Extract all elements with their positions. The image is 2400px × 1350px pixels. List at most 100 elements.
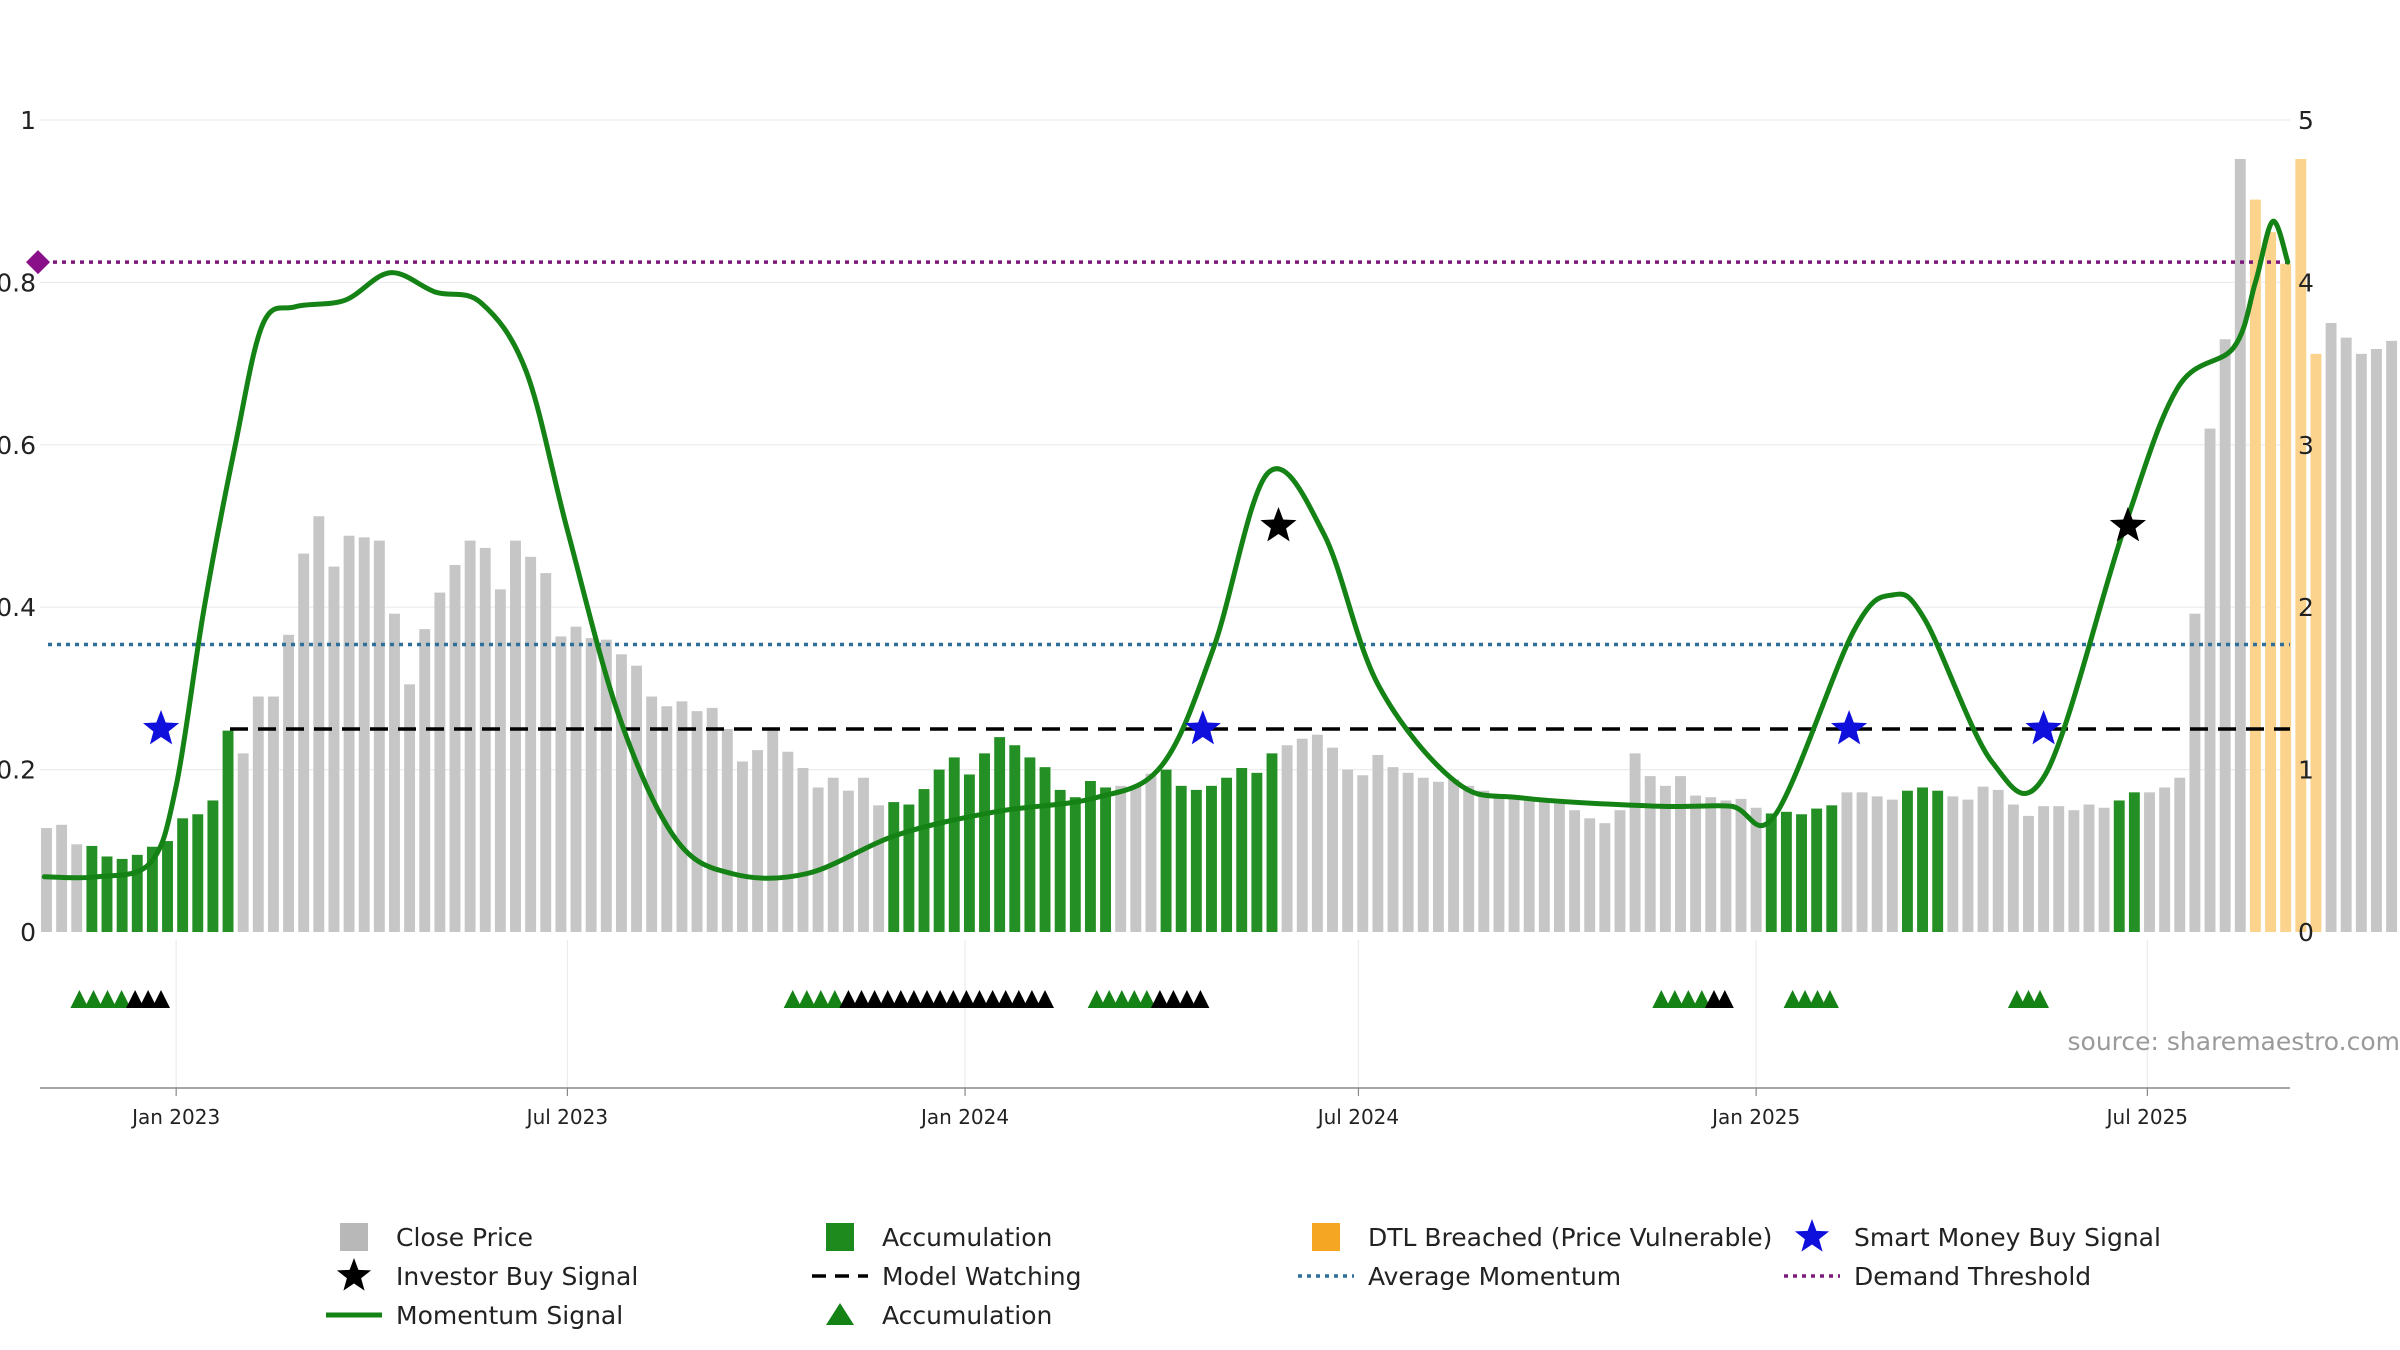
accumulation-marker: [1692, 990, 1711, 1008]
close-price-bar: [71, 844, 83, 932]
accumulation-bar: [1932, 790, 1944, 932]
accumulation-bar: [131, 854, 143, 932]
close-price-bar: [646, 696, 658, 932]
accumulation-marker: [70, 990, 89, 1008]
investor-buy-signal-star: [2109, 507, 2146, 542]
accumulation-bar: [1811, 808, 1823, 932]
close-price-bar: [2371, 348, 2382, 933]
legend-item: Momentum Signal: [326, 1301, 623, 1330]
legend-item: Close Price: [340, 1223, 533, 1252]
close-price-bar: [555, 636, 567, 932]
accumulation-bar: [963, 774, 975, 932]
accumulation-bar: [994, 737, 1006, 932]
x-tick-label: Jul 2024: [1316, 1105, 1399, 1129]
close-price-bar: [1947, 796, 1959, 932]
close-price-bar: [2098, 807, 2110, 932]
close-price-bar: [2023, 815, 2034, 932]
accumulation-bar: [1039, 767, 1051, 932]
accumulation-marker: [2007, 990, 2026, 1008]
close-price-bar: [525, 556, 537, 932]
close-price-bar: [267, 696, 279, 932]
close-price-bar: [1145, 773, 1157, 932]
smart-money-buy-signal-star: [1831, 710, 1868, 745]
legend-item: Accumulation: [826, 1301, 1052, 1330]
accumulation-bar: [1160, 769, 1172, 932]
accumulation-marker: [1100, 990, 1119, 1008]
y-left-tick-label: 0.2: [0, 756, 36, 785]
accumulation-marker-black: [944, 990, 963, 1008]
close-price-bar: [2204, 428, 2216, 932]
dtl-breached-bar: [2265, 232, 2276, 932]
price-bars: [41, 158, 2398, 933]
buy-signals: [143, 507, 2146, 745]
accumulation-bar: [918, 789, 930, 932]
accumulation-marker-black: [1715, 990, 1734, 1008]
momentum-signal-layer: [41, 218, 2291, 881]
close-price-bar: [1584, 818, 1596, 932]
close-price-bar: [1599, 823, 1611, 932]
accumulation-marker-black: [957, 990, 976, 1008]
close-price-bar: [1115, 785, 1127, 932]
close-price-bar: [1962, 799, 1974, 932]
close-price-bar: [2340, 337, 2352, 932]
accumulation-bar: [1765, 813, 1777, 932]
close-price-bar: [2386, 340, 2398, 932]
accumulation-marker: [783, 990, 802, 1008]
investor-buy-signal-star: [1260, 507, 1297, 542]
close-price-bar: [1705, 797, 1717, 932]
accumulation-marker: [825, 990, 844, 1008]
close-price-bar: [1432, 781, 1444, 932]
legend-label: DTL Breached (Price Vulnerable): [1368, 1223, 1772, 1252]
close-price-bar: [1690, 795, 1702, 932]
smart-money-buy-signal-star: [143, 710, 180, 745]
close-price-bar: [404, 684, 416, 932]
accumulation-bar: [116, 858, 128, 932]
accumulation-marker-black: [1150, 990, 1169, 1008]
accumulation-marker-black: [931, 990, 950, 1008]
legend-label: Close Price: [396, 1223, 533, 1252]
x-tick-label: Jan 2024: [919, 1105, 1009, 1129]
dtl-breached-bar: [2249, 199, 2261, 932]
close-price-bar: [494, 589, 506, 932]
close-price-bar: [585, 638, 597, 932]
dtl-breached-bar: [2280, 263, 2292, 933]
legend-item: Accumulation: [826, 1223, 1052, 1252]
legend-label: Model Watching: [882, 1262, 1082, 1291]
close-price-bar: [1357, 775, 1369, 932]
legend-item: Demand Threshold: [1784, 1262, 2091, 1291]
close-price-bar: [1856, 792, 1868, 932]
accumulation-bar: [1251, 772, 1263, 932]
accumulation-marker-black: [126, 990, 145, 1008]
legend-item: Average Momentum: [1298, 1262, 1621, 1291]
close-price-bar: [2234, 158, 2246, 933]
close-price-bar: [1735, 798, 1747, 932]
close-price-bar: [1417, 777, 1429, 932]
close-price-bar: [1463, 785, 1475, 932]
close-price-bar: [873, 805, 885, 932]
y-right-tick-label: 1: [2298, 756, 2314, 785]
legend-label: Smart Money Buy Signal: [1854, 1223, 2161, 1252]
accumulation-bar: [1100, 787, 1112, 932]
close-price-bar: [449, 564, 461, 932]
accumulation-bar: [207, 800, 219, 932]
close-price-bar: [1720, 800, 1732, 932]
close-price-bar: [767, 727, 779, 932]
close-price-bar: [752, 750, 764, 932]
close-price-bar: [1871, 796, 1883, 932]
accumulation-marker-black: [139, 990, 158, 1008]
close-price-bar: [1478, 790, 1490, 932]
accumulation-marker-black: [852, 990, 871, 1008]
legend-label: Investor Buy Signal: [396, 1262, 638, 1291]
close-price-bar: [313, 516, 325, 932]
close-price-bar: [1311, 734, 1323, 932]
accumulation-marker-black: [970, 990, 989, 1008]
close-price-bar: [1281, 745, 1293, 932]
legend-swatch-star: [336, 1258, 372, 1291]
accumulation-marker-black: [1191, 990, 1210, 1008]
close-price-bar: [2038, 806, 2050, 932]
accumulation-marker: [1137, 990, 1156, 1008]
accumulation-marker-black: [865, 990, 884, 1008]
close-price-bar: [343, 535, 355, 932]
close-price-bar: [706, 707, 718, 932]
accumulation-marker-black: [878, 990, 897, 1008]
